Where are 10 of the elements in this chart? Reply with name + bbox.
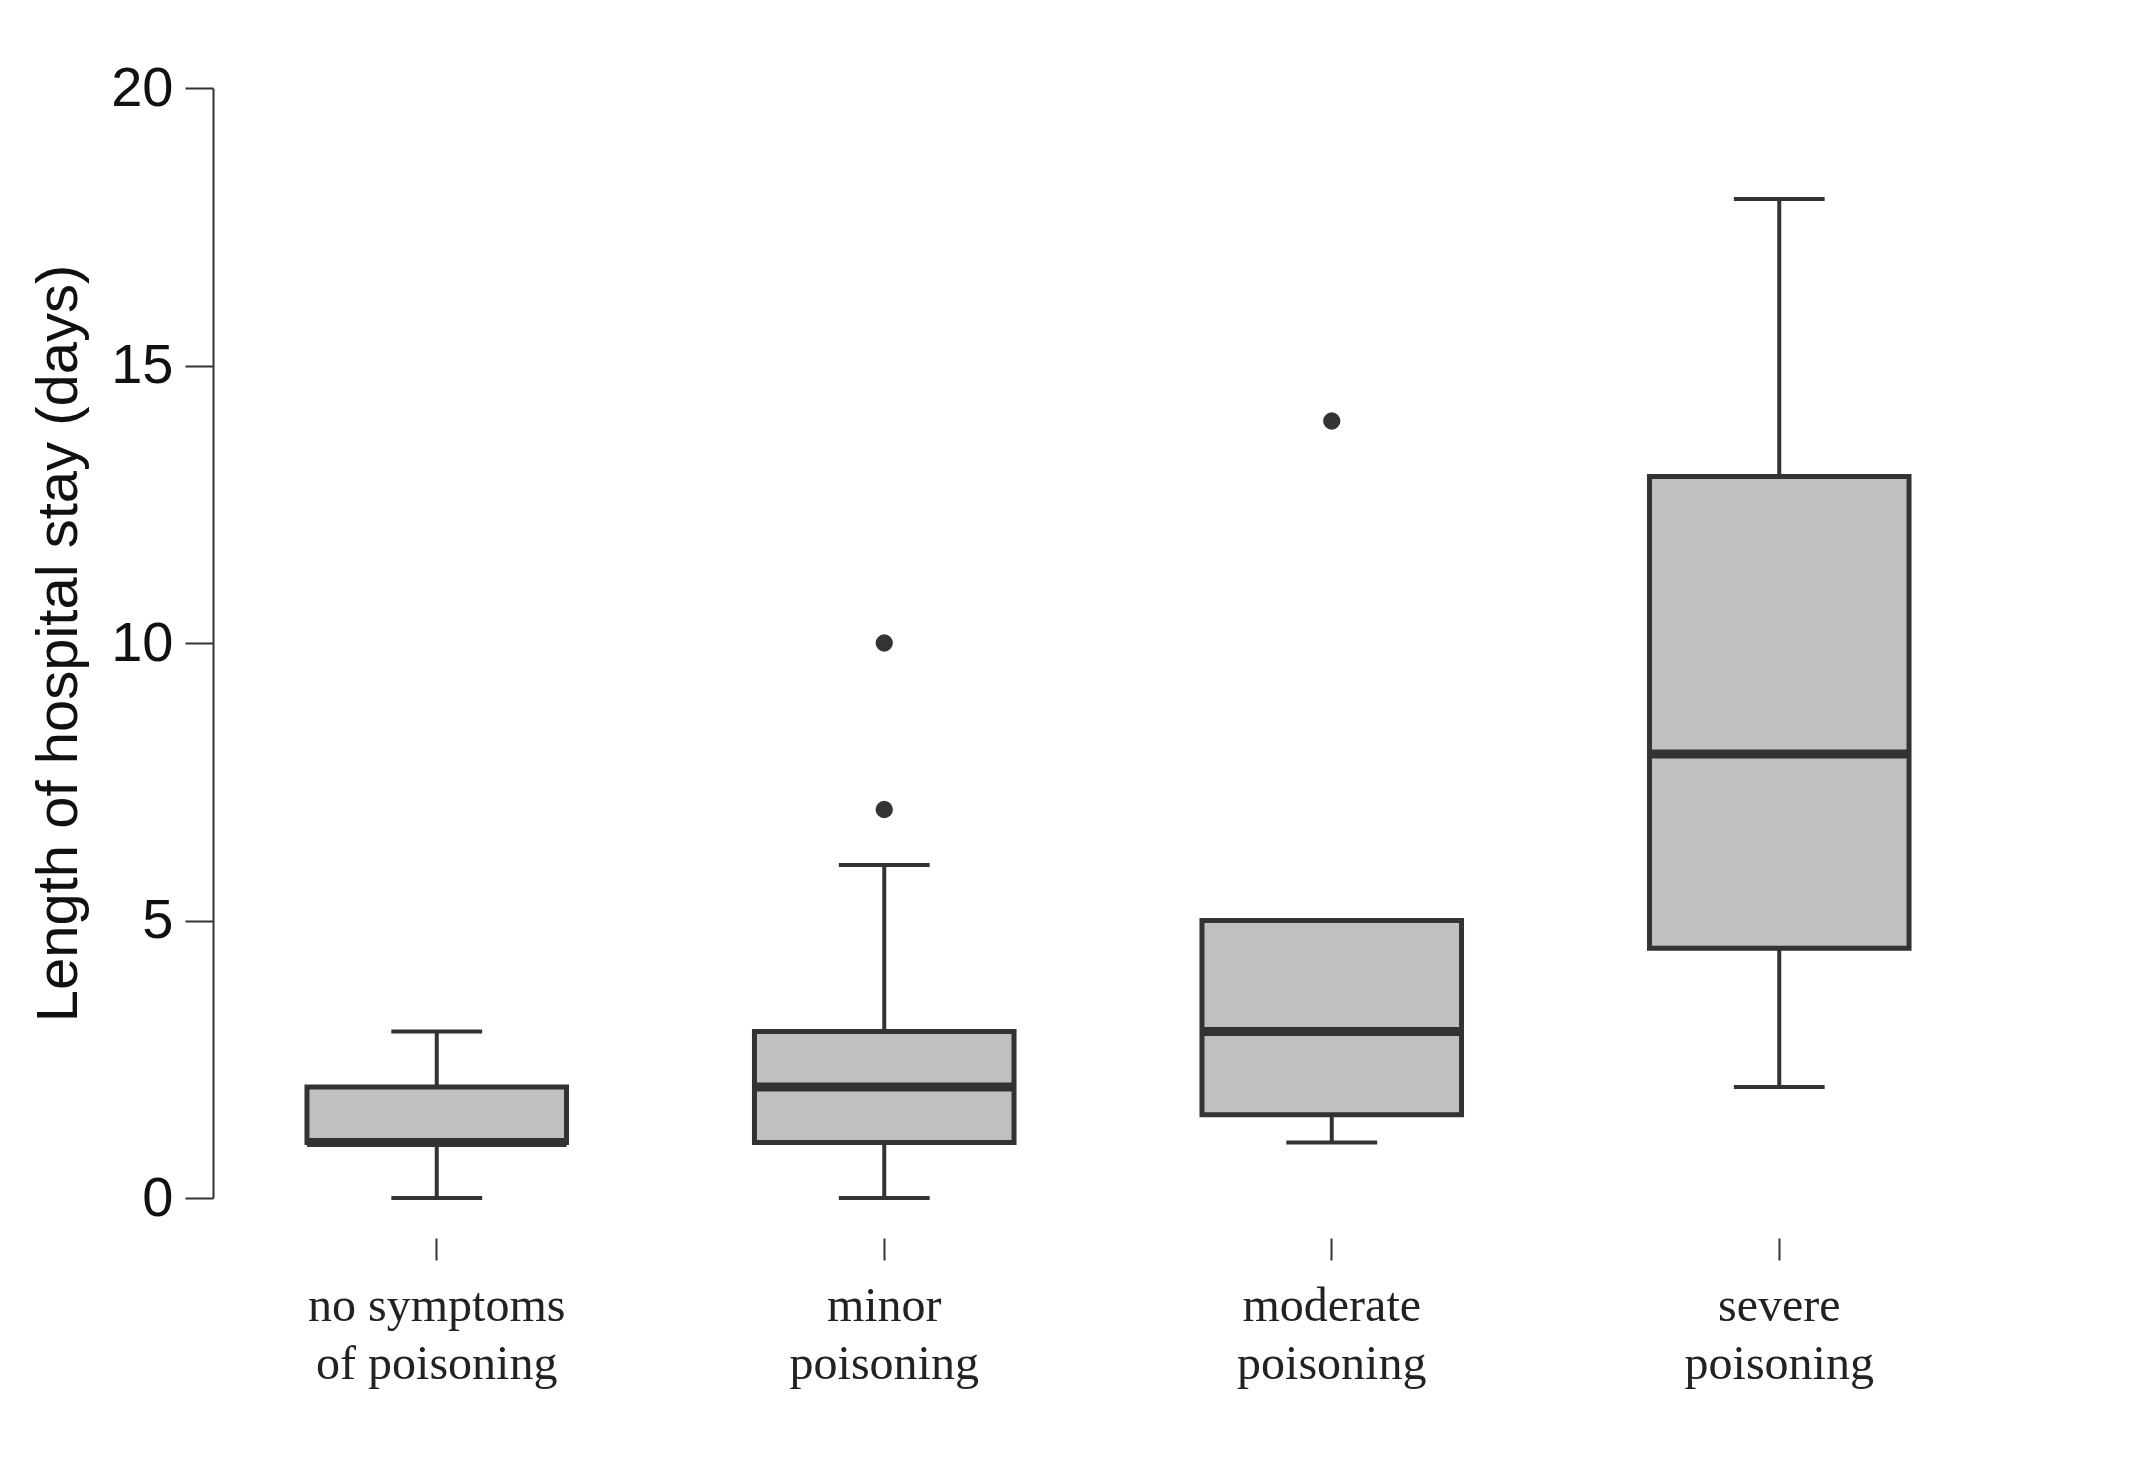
x-tick-label: moderate poisoning — [1237, 1277, 1427, 1389]
y-tick-label: 20 — [111, 54, 174, 118]
y-tick-label: 5 — [142, 887, 174, 950]
y-tick-label: 0 — [142, 1164, 174, 1228]
y-axis-title: Length of hospital stay (days) — [24, 264, 90, 1023]
y-tick-label: 10 — [111, 609, 174, 673]
x-tick-label: no symptoms of poisoning — [308, 1277, 566, 1389]
x-tick-label: minor poisoning — [789, 1277, 979, 1389]
x-tick-label: severe poisoning — [1684, 1277, 1874, 1389]
y-tick-label: 15 — [111, 332, 174, 395]
